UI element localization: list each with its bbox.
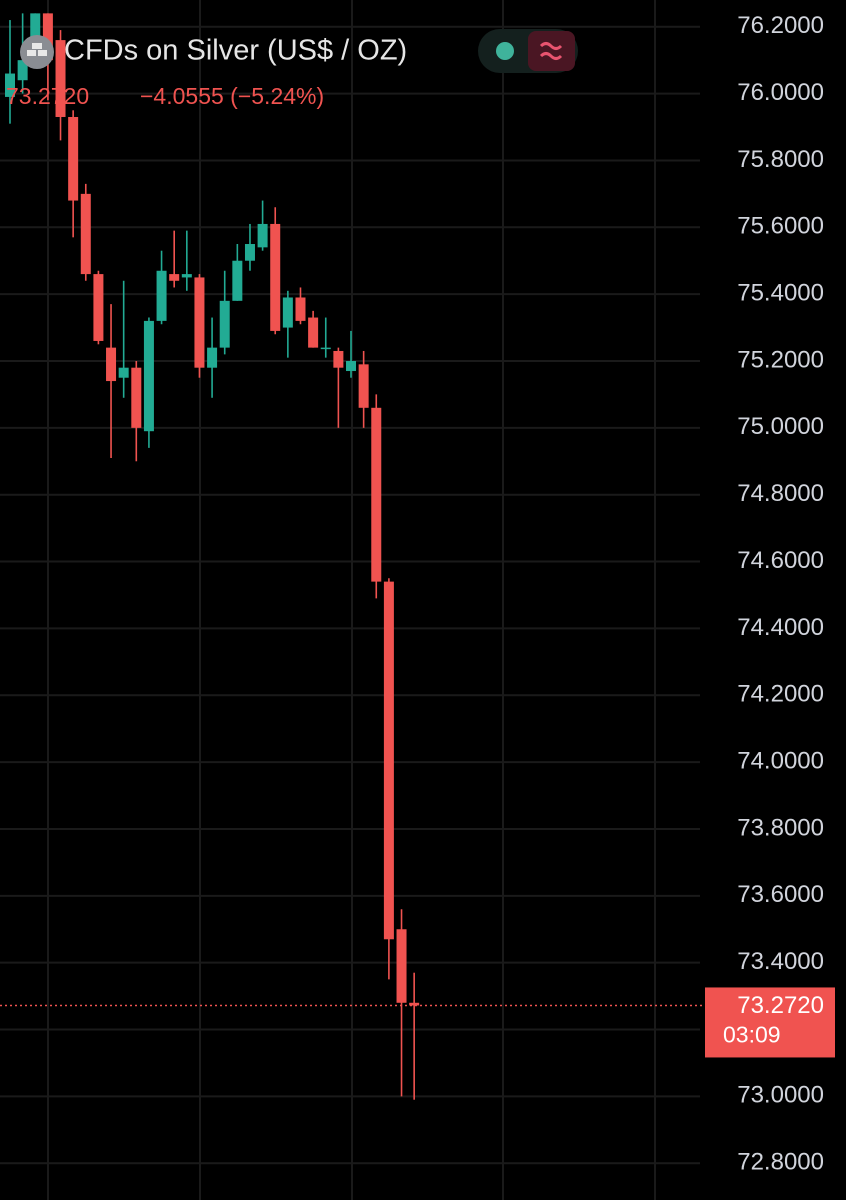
candle-body bbox=[106, 347, 117, 382]
candle-body bbox=[409, 1002, 420, 1006]
candle-body bbox=[80, 193, 91, 275]
market-open-dot bbox=[496, 42, 514, 60]
candle-body bbox=[333, 350, 344, 368]
candle-body bbox=[358, 364, 369, 408]
vertical-grid bbox=[47, 0, 656, 1200]
symbol-icon bbox=[20, 35, 54, 69]
last-price: 73.2720 bbox=[6, 83, 89, 109]
candle-body bbox=[270, 223, 281, 331]
candle-body bbox=[143, 320, 154, 432]
candle-body bbox=[320, 347, 331, 350]
candle-body bbox=[17, 60, 28, 81]
candle-body bbox=[244, 244, 255, 261]
delayed-badge[interactable] bbox=[528, 31, 575, 71]
candle-body bbox=[5, 73, 15, 97]
candle-body bbox=[371, 407, 382, 582]
candle-body bbox=[346, 361, 357, 372]
candles bbox=[5, 13, 420, 1100]
candle-body bbox=[118, 367, 129, 378]
candle-body bbox=[194, 277, 205, 368]
horizontal-grid bbox=[0, 25, 700, 1165]
candle-body bbox=[68, 116, 79, 201]
header: CFDs on Silver (US$ / OZ) 73.2720 −4.055… bbox=[6, 29, 578, 109]
delayed-icon bbox=[539, 42, 563, 60]
y-tick-label: 75.2000 bbox=[737, 346, 824, 373]
y-tick-label: 75.8000 bbox=[737, 146, 824, 173]
y-tick-label: 76.0000 bbox=[737, 79, 824, 106]
y-tick-label: 76.2000 bbox=[737, 12, 824, 39]
last-price-badge bbox=[705, 987, 835, 1058]
candle-body bbox=[93, 274, 104, 341]
candle-body bbox=[219, 300, 230, 348]
candle-body bbox=[156, 270, 167, 321]
icon-bar bbox=[27, 50, 36, 56]
y-tick-label: 74.2000 bbox=[737, 681, 824, 708]
y-tick-label: 73.4000 bbox=[737, 948, 824, 975]
countdown: 03:09 bbox=[723, 1022, 781, 1048]
candle-body bbox=[181, 274, 192, 278]
price-axis: 72.800073.000073.200073.400073.600073.80… bbox=[737, 12, 824, 1175]
y-tick-label: 74.4000 bbox=[737, 614, 824, 641]
candle-body bbox=[282, 297, 293, 328]
y-tick-label: 74.6000 bbox=[737, 547, 824, 574]
y-tick-label: 73.6000 bbox=[737, 881, 824, 908]
y-tick-label: 72.8000 bbox=[737, 1149, 824, 1176]
y-tick-label: 75.4000 bbox=[737, 279, 824, 306]
candle-body bbox=[42, 13, 53, 61]
y-tick-label: 75.6000 bbox=[737, 213, 824, 240]
icon-bar bbox=[32, 43, 42, 49]
y-tick-label: 75.0000 bbox=[737, 413, 824, 440]
y-tick-label: 73.8000 bbox=[737, 814, 824, 841]
y-tick-label: 73.0000 bbox=[737, 1082, 824, 1109]
last-price-label: 73.2720 bbox=[737, 992, 824, 1019]
candle-body bbox=[232, 260, 243, 301]
chart-title: CFDs on Silver (US$ / OZ) bbox=[64, 35, 407, 67]
candle-body bbox=[131, 367, 142, 428]
candle-body bbox=[295, 297, 306, 321]
candle-body bbox=[383, 581, 394, 940]
candle-body bbox=[207, 347, 218, 368]
icon-bar bbox=[38, 50, 47, 56]
candle-body bbox=[169, 274, 180, 281]
y-tick-label: 74.8000 bbox=[737, 480, 824, 507]
candle-body bbox=[55, 40, 66, 117]
candle-body bbox=[396, 929, 407, 1003]
candle-body bbox=[308, 317, 319, 348]
price-change: −4.0555 (−5.24%) bbox=[140, 83, 324, 109]
y-tick-label: 74.0000 bbox=[737, 747, 824, 774]
price-line-group: 73.2720 03:09 bbox=[0, 987, 835, 1058]
candle-body bbox=[257, 223, 268, 248]
